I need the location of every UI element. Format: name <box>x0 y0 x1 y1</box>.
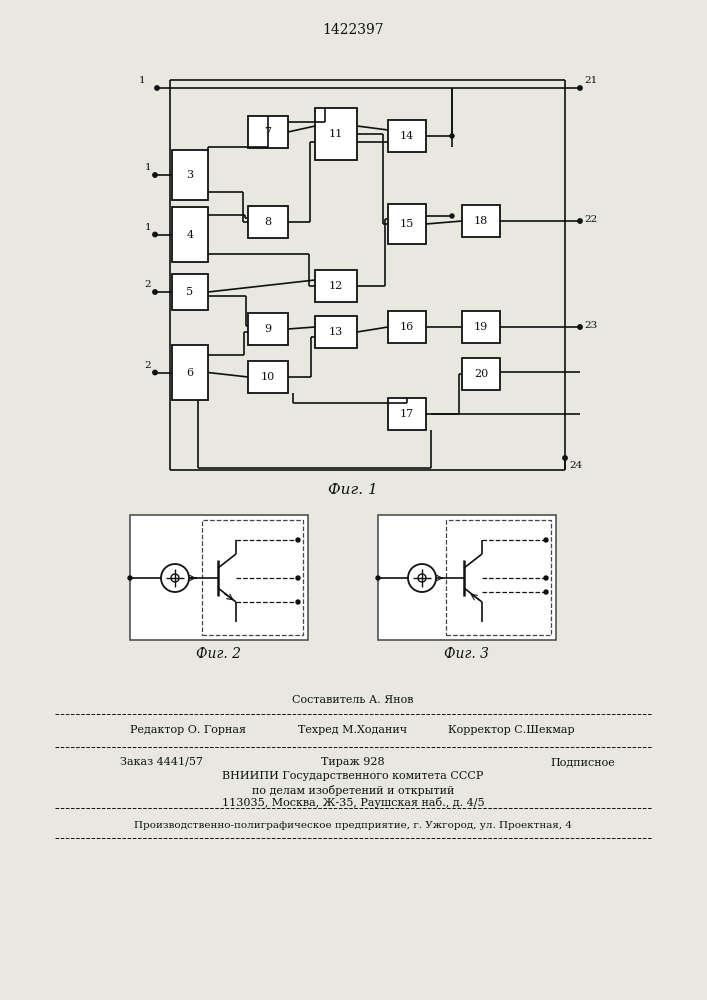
Bar <box>462 311 500 343</box>
Text: Фиг. 1: Фиг. 1 <box>328 483 378 497</box>
Text: 18: 18 <box>474 216 488 226</box>
Text: 113035, Москва, Ж-35, Раушская наб., д. 4/5: 113035, Москва, Ж-35, Раушская наб., д. … <box>222 796 484 808</box>
Bar <box>388 204 426 244</box>
Text: Фиг. 3: Фиг. 3 <box>445 647 489 661</box>
Bar <box>202 520 303 635</box>
Bar <box>315 108 357 160</box>
Text: 9: 9 <box>264 324 271 334</box>
Text: Производственно-полиграфическое предприятие, г. Ужгород, ул. Проектная, 4: Производственно-полиграфическое предприя… <box>134 820 572 830</box>
Text: 15: 15 <box>400 219 414 229</box>
Text: 11: 11 <box>329 129 343 139</box>
Text: Редактор О. Горная: Редактор О. Горная <box>130 725 246 735</box>
Bar <box>315 316 357 348</box>
Circle shape <box>408 564 436 592</box>
Circle shape <box>544 590 548 594</box>
Text: 2: 2 <box>144 360 151 369</box>
Circle shape <box>128 576 132 580</box>
Text: 3: 3 <box>187 170 194 180</box>
Circle shape <box>153 173 157 177</box>
Bar <box>172 207 208 262</box>
Circle shape <box>544 576 548 580</box>
Bar <box>248 361 288 393</box>
Text: Корректор С.Шекмар: Корректор С.Шекмар <box>448 725 575 735</box>
Bar <box>248 206 288 238</box>
Bar <box>446 520 551 635</box>
Bar <box>388 398 426 430</box>
Circle shape <box>153 232 157 237</box>
Bar <box>388 311 426 343</box>
Text: 21: 21 <box>584 76 597 85</box>
Circle shape <box>578 219 582 223</box>
Circle shape <box>296 576 300 580</box>
Circle shape <box>296 538 300 542</box>
Bar <box>172 274 208 310</box>
Bar <box>130 515 308 640</box>
Text: 13: 13 <box>329 327 343 337</box>
Bar <box>388 120 426 152</box>
Text: 12: 12 <box>329 281 343 291</box>
Circle shape <box>578 86 582 90</box>
Text: 8: 8 <box>264 217 271 227</box>
Circle shape <box>563 456 567 460</box>
Text: 1: 1 <box>144 223 151 232</box>
Text: 24: 24 <box>569 461 583 470</box>
Text: 20: 20 <box>474 369 488 379</box>
Text: по делам изобретений и открытий: по делам изобретений и открытий <box>252 784 454 796</box>
Text: Фиг. 2: Фиг. 2 <box>197 647 242 661</box>
Circle shape <box>153 290 157 294</box>
Text: 23: 23 <box>584 322 597 330</box>
Text: Техред М.Ходанич: Техред М.Ходанич <box>298 725 407 735</box>
Text: Составитель А. Янов: Составитель А. Янов <box>292 695 414 705</box>
Text: 7: 7 <box>264 127 271 137</box>
Text: 2: 2 <box>144 280 151 289</box>
Text: 14: 14 <box>400 131 414 141</box>
Bar <box>462 205 500 237</box>
Text: 16: 16 <box>400 322 414 332</box>
Bar <box>172 345 208 400</box>
Bar <box>462 358 500 390</box>
Text: Заказ 4441/57: Заказ 4441/57 <box>120 757 203 767</box>
Bar <box>172 150 208 200</box>
Circle shape <box>161 564 189 592</box>
Circle shape <box>171 574 179 582</box>
Text: 4: 4 <box>187 230 194 239</box>
Text: 1422397: 1422397 <box>322 23 384 37</box>
Circle shape <box>578 325 582 329</box>
Circle shape <box>153 370 157 375</box>
Circle shape <box>450 134 454 138</box>
Circle shape <box>155 86 159 90</box>
Text: 1: 1 <box>139 76 145 85</box>
Text: ВНИИПИ Государственного комитета СССР: ВНИИПИ Государственного комитета СССР <box>222 771 484 781</box>
Circle shape <box>544 538 548 542</box>
Circle shape <box>376 576 380 580</box>
Text: 1: 1 <box>144 163 151 172</box>
Text: 19: 19 <box>474 322 488 332</box>
Bar <box>378 515 556 640</box>
Text: 22: 22 <box>584 216 597 225</box>
Circle shape <box>418 574 426 582</box>
Circle shape <box>296 600 300 604</box>
Bar <box>248 313 288 345</box>
Text: 10: 10 <box>261 372 275 382</box>
Text: 17: 17 <box>400 409 414 419</box>
Text: 6: 6 <box>187 367 194 377</box>
Bar <box>248 116 288 148</box>
Circle shape <box>450 214 454 218</box>
Text: Тираж 928: Тираж 928 <box>321 757 385 767</box>
Text: 5: 5 <box>187 287 194 297</box>
Text: Подписное: Подписное <box>550 757 615 767</box>
Bar <box>315 270 357 302</box>
